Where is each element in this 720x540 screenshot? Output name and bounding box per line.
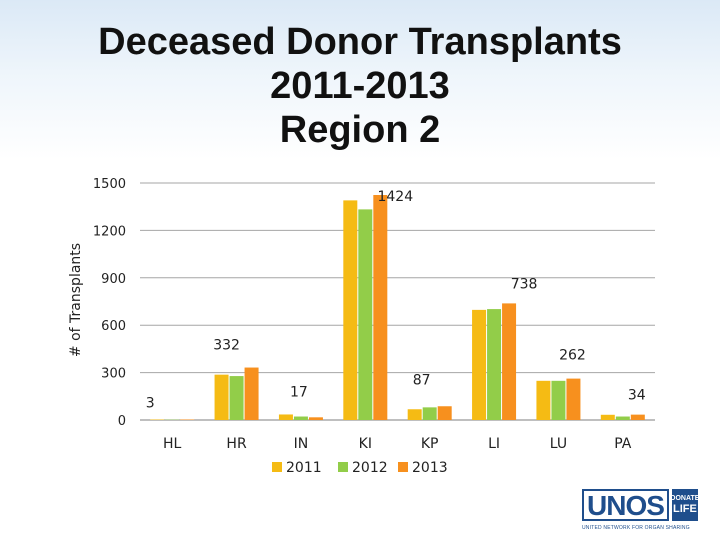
data-label-HL: 3 [146, 396, 155, 412]
y-tick-label: 900 [101, 272, 126, 287]
data-label-KI: 1424 [377, 189, 413, 205]
legend-swatch-2013 [398, 462, 408, 472]
bar-KP-2012 [422, 407, 437, 420]
x-tick-label: IN [294, 436, 309, 452]
bar-IN-2013 [308, 417, 323, 420]
bar-LI-2013 [502, 303, 517, 420]
legend: 2011 2012 2013 [272, 460, 448, 476]
unos-logo: UNOS DONATE LIFE UNITED NETWORK FOR ORGA… [582, 489, 702, 532]
legend-label-2011: 2011 [286, 460, 322, 476]
y-tick-label: 600 [101, 319, 126, 334]
bar-KI-2012 [358, 209, 373, 420]
bar-KI-2013 [373, 195, 388, 420]
data-label-HR: 332 [213, 338, 240, 354]
x-axis-ticks: HL HR IN KI KP LI LU PA [163, 436, 632, 452]
x-tick-label: KP [421, 436, 439, 452]
data-labels: 3 332 17 1424 87 738 262 34 [146, 189, 646, 412]
bar-KI-2011 [343, 200, 358, 420]
chart-title-line-1: Deceased Donor Transplants [98, 21, 622, 63]
data-label-LI: 738 [511, 276, 538, 292]
x-tick-label: HR [226, 436, 247, 452]
y-tick-label: 300 [101, 367, 126, 382]
y-tick-label: 1500 [93, 177, 126, 192]
x-tick-label: LU [550, 436, 567, 452]
bar-LU-2011 [536, 380, 551, 420]
y-axis-ticks: 0 300 600 900 1200 1500 [93, 177, 126, 429]
bar-PA-2013 [630, 414, 645, 420]
bar-HR-2012 [229, 376, 244, 420]
bar-KP-2011 [407, 409, 422, 420]
data-label-IN: 17 [290, 384, 308, 400]
y-tick-label: 1200 [93, 224, 126, 239]
bar-LU-2013 [566, 378, 581, 420]
bar-HR-2011 [214, 374, 229, 420]
chart-title-line-2: 2011-2013 [270, 65, 450, 107]
logo-life-text: LIFE [672, 503, 697, 515]
logo-unos-text: UNOS [582, 489, 669, 521]
bar-LU-2012 [551, 380, 566, 420]
chart-title: Deceased Donor Transplants 2011-2013 Reg… [0, 20, 720, 152]
bars [150, 195, 645, 420]
legend-label-2012: 2012 [352, 460, 388, 476]
x-tick-label: PA [614, 436, 632, 452]
bar-LI-2012 [487, 309, 502, 420]
chart-title-line-3: Region 2 [279, 109, 441, 151]
bar-LI-2011 [472, 309, 487, 420]
bar-KP-2013 [437, 406, 452, 420]
bar-PA-2012 [615, 416, 630, 420]
data-label-LU: 262 [559, 348, 586, 364]
data-label-PA: 34 [628, 388, 646, 404]
y-tick-label: 0 [118, 414, 126, 429]
data-label-KP: 87 [413, 372, 431, 388]
bar-IN-2012 [293, 416, 308, 420]
bar-PA-2011 [600, 414, 615, 420]
legend-swatch-2012 [338, 462, 348, 472]
legend-label-2013: 2013 [412, 460, 448, 476]
y-axis-label: # of Transplants [68, 243, 84, 357]
logo-donate-text: DONATE [670, 495, 700, 502]
logo-donate-life: DONATE LIFE [670, 489, 700, 521]
x-tick-label: LI [488, 436, 500, 452]
title-banner-background [0, 0, 720, 160]
x-tick-label: HL [163, 436, 182, 452]
logo-tagline: UNITED NETWORK FOR ORGAN SHARING [582, 525, 690, 531]
bar-IN-2011 [278, 414, 293, 420]
bar-HR-2013 [244, 367, 259, 420]
x-tick-label: KI [359, 436, 372, 452]
legend-swatch-2011 [272, 462, 282, 472]
